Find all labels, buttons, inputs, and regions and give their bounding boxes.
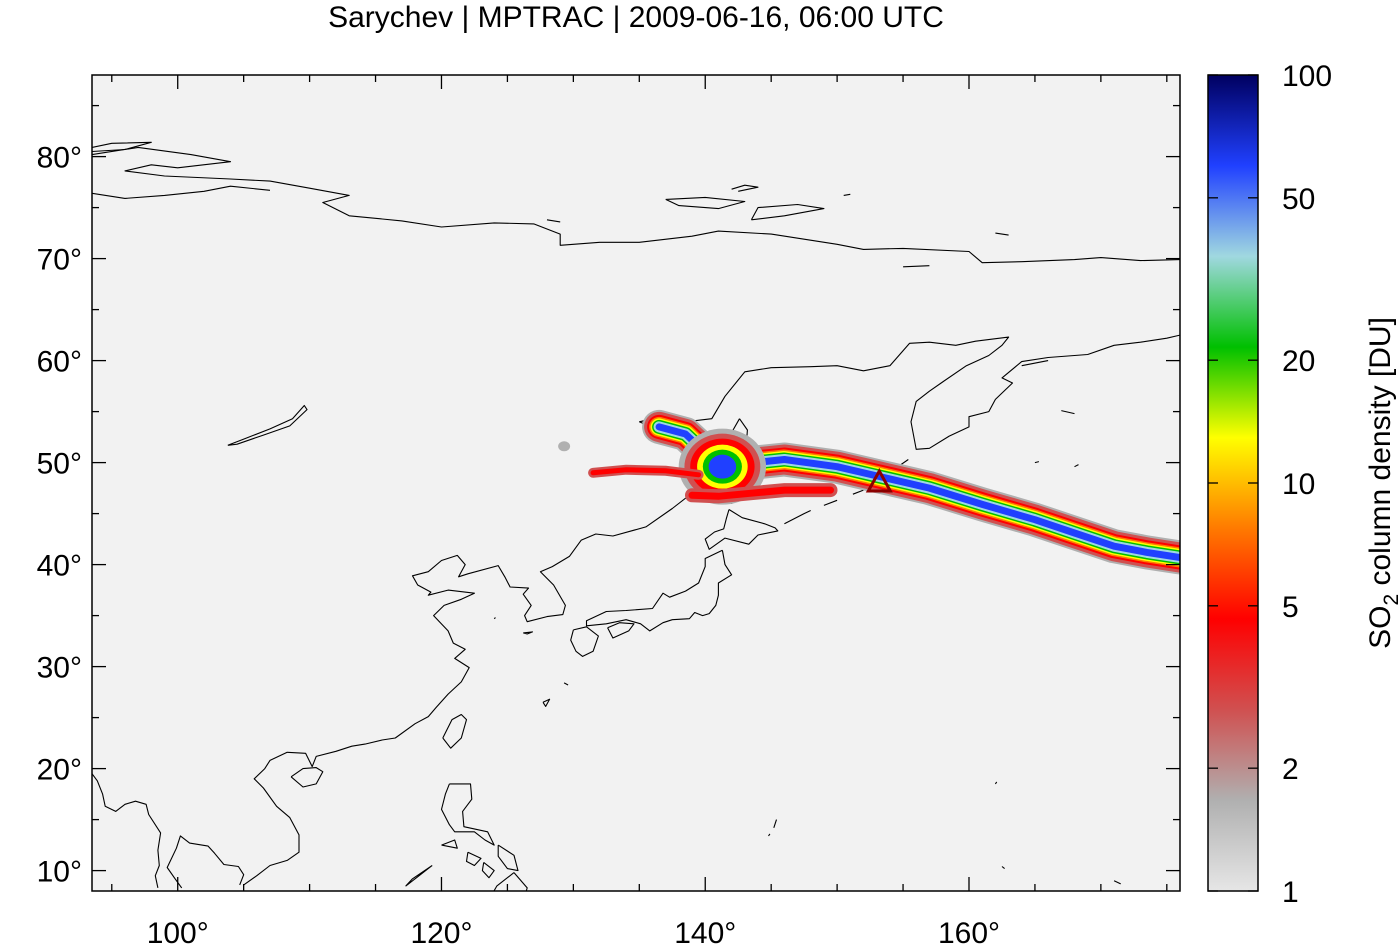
plume-spot (558, 441, 571, 452)
coastline (852, 489, 864, 495)
coastlines (92, 141, 1180, 891)
coastline (542, 698, 551, 707)
coastline (639, 334, 1180, 450)
coastline (607, 622, 635, 639)
coastline (546, 219, 561, 223)
plume-south-lobe (688, 486, 834, 500)
map-title: Sarychev | MPTRAC | 2009-06-16, 06:00 UT… (328, 1, 944, 34)
lat-tick-label: 80° (37, 142, 82, 175)
triangle-icon (865, 467, 893, 493)
lat-tick-label: 70° (37, 244, 82, 277)
axis-ticks (92, 75, 1180, 891)
coastline (768, 833, 771, 837)
coastline (1061, 410, 1075, 415)
plume-west-tongue (590, 467, 702, 478)
coastline (750, 203, 825, 221)
coastline (1074, 464, 1079, 468)
coastline (481, 861, 495, 879)
coastline (823, 499, 838, 506)
coastline (731, 184, 759, 192)
coastline (92, 185, 271, 199)
lat-tick-label: 60° (37, 346, 82, 379)
coastline (493, 872, 528, 891)
lat-tick-label: 50° (37, 448, 82, 481)
coastline (1001, 866, 1005, 870)
coastline (243, 421, 713, 886)
coastline (1021, 360, 1049, 367)
coastline (166, 835, 245, 889)
coastline (563, 682, 569, 686)
map-background (92, 75, 1180, 891)
colorbar-ticks: 1 2 5 10 20 50 100 (1208, 60, 1332, 909)
latitude-axis: 10° 20° 30° 40° 50° 60° 70° 80° (37, 142, 82, 889)
longitude-axis: 100° 120° 140° 160° (147, 917, 1000, 950)
lon-tick-label: 140° (674, 917, 736, 950)
coastline (903, 265, 930, 268)
coastline (441, 839, 458, 849)
coastline (570, 626, 599, 657)
lat-tick-label: 20° (37, 754, 82, 787)
coastline (92, 141, 152, 153)
lat-tick-label: 30° (37, 652, 82, 685)
coastline (784, 510, 811, 525)
lon-tick-label: 120° (410, 917, 472, 950)
coastline (493, 617, 496, 620)
coastline (92, 773, 162, 889)
coastline (665, 196, 746, 210)
volcano-marker (865, 467, 893, 493)
coastline (995, 232, 1009, 236)
colorbar-tick-label: 10 (1282, 468, 1315, 501)
coastline (704, 509, 779, 550)
colorbar-tick-label: 20 (1282, 345, 1315, 378)
coastline (227, 404, 308, 446)
coastline (1113, 880, 1121, 885)
coastline (773, 819, 778, 828)
coastline (440, 783, 495, 846)
coastline (92, 146, 1180, 264)
colorbar-tick-label: 100 (1282, 60, 1332, 93)
coastline (585, 549, 733, 632)
coastline (523, 631, 534, 635)
plume-core (708, 454, 737, 479)
colorbar-tick-label: 2 (1282, 753, 1299, 786)
lon-tick-label: 160° (938, 917, 1000, 950)
lat-tick-label: 40° (37, 550, 82, 583)
coastline (290, 767, 324, 788)
coastline (405, 865, 433, 887)
coastline (442, 713, 468, 749)
lat-tick-label: 10° (37, 856, 82, 889)
map-frame (91, 74, 1181, 892)
coastline (1034, 461, 1040, 464)
coastline (497, 844, 519, 872)
lon-tick-label: 100° (147, 917, 209, 950)
coastline (843, 193, 851, 196)
colorbar-label: SO2 column density [DU] (1364, 317, 1400, 649)
colorbar-tick-label: 5 (1282, 591, 1299, 624)
coastline (994, 781, 998, 785)
colorbar-tick-label: 50 (1282, 183, 1315, 216)
colorbar-tick-label: 1 (1282, 876, 1299, 909)
coastline (465, 851, 482, 867)
